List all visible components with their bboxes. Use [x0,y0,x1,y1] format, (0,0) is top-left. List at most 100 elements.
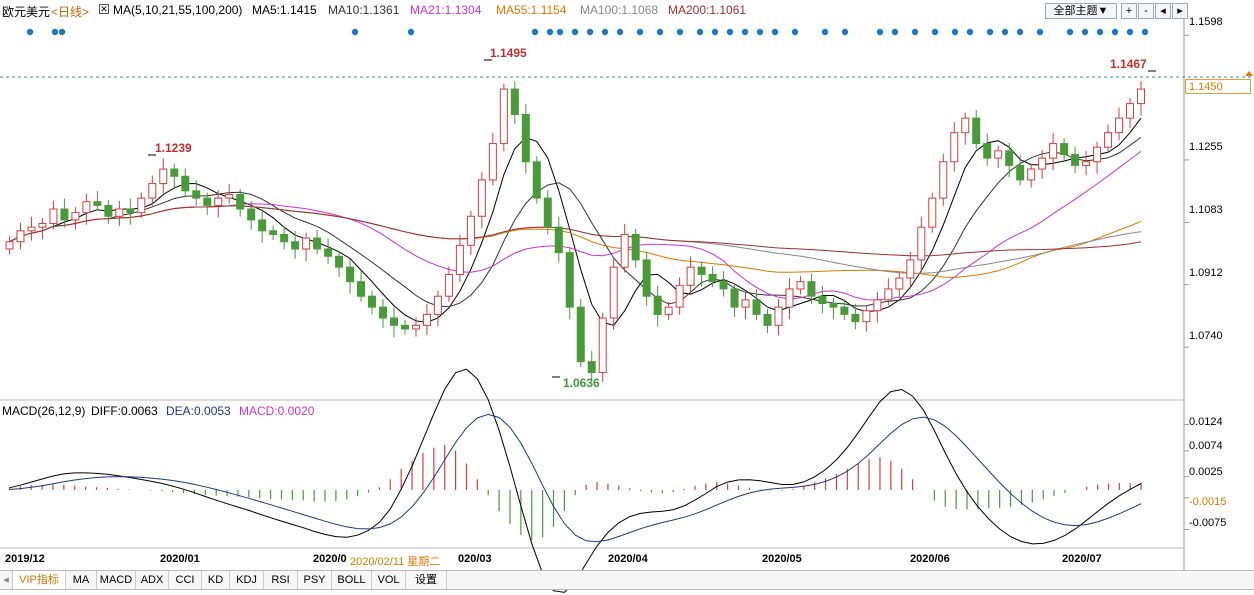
candle-body [895,277,904,290]
signal-dot [696,28,704,36]
tab-boll[interactable]: BOLL [332,571,372,589]
candle-body [444,273,453,297]
candle-body [620,233,629,268]
candle-body [939,161,948,199]
candle-body [972,117,981,145]
candle-body [137,197,146,214]
candle-body [192,190,201,199]
signal-dot [756,28,764,36]
candle-body [60,208,69,221]
zoom-in-icon[interactable]: + [1121,3,1137,19]
ma-toggle-icon[interactable]: ✕ [99,4,109,14]
ma-params: MA(5,10,21,55,100,200) [113,3,243,17]
signal-dot [821,28,829,36]
candle-body [411,324,420,330]
tab-adx[interactable]: ADX [136,571,169,589]
signal-dot [556,28,564,36]
ma21-value: MA21:1.1304 [410,3,482,17]
candle-body [719,281,728,290]
scroll-left-icon[interactable]: ◂ [1155,3,1171,19]
tab-rsi[interactable]: RSI [264,571,298,589]
candle-body [961,117,970,134]
theme-dropdown-button[interactable]: 全部主题▼ [1045,3,1117,19]
scroll-right-icon[interactable]: ▸ [1172,3,1188,19]
candle-body [664,306,673,315]
candle-body [807,281,816,297]
period-label[interactable]: <日线> [51,5,90,19]
candle-body [708,273,717,283]
signal-dot [1001,28,1009,36]
signal-dot [711,28,719,36]
macd-tick: -0.0015 [1189,496,1227,508]
candle-body [258,219,267,232]
tab-scroll-left-icon[interactable]: ◂ [0,571,13,589]
tab-vip[interactable]: VIP指标 [13,571,66,589]
candle-body [126,208,135,214]
candle-body [543,197,552,228]
signal-dot [1096,28,1104,36]
candle-body [225,193,234,199]
signal-dot [911,28,919,36]
tab-macd[interactable]: MACD [97,571,136,589]
ma21-line [9,150,1142,301]
candle-body [181,175,190,192]
signal-dot [891,28,899,36]
signal-dot [58,28,66,36]
tab-kd[interactable]: KD [202,571,230,589]
signal-dot [931,28,939,36]
candle-body [247,208,256,221]
candle-body [686,266,695,286]
tab-kdj[interactable]: KDJ [230,571,264,589]
tab-cci[interactable]: CCI [169,571,202,589]
price-tick: 1.0740 [1189,330,1223,342]
signal-dot [726,28,734,36]
macd-dea-line [9,413,1142,543]
candle-body [466,215,475,246]
zoom-out-icon[interactable]: - [1138,3,1154,19]
candle-body [477,179,486,217]
candle-body [928,197,937,228]
macd-tick: 0.0124 [1189,416,1223,428]
ma10-line [9,136,1142,308]
tab-ma[interactable]: MA [66,571,97,589]
candle-body [818,295,827,305]
candle-body [1082,161,1091,166]
annotation-high-jul: 1.1467 [1110,57,1147,71]
candle-body [796,281,805,290]
candle-body [400,324,409,330]
candle-body [1005,150,1014,166]
signal-dot [986,28,994,36]
candle-body [851,313,860,323]
ma55-value: MA55:1.1154 [496,3,567,17]
candle-body [884,288,893,301]
candle-body [346,266,355,283]
signal-dot [966,28,974,36]
candle-body [950,132,959,163]
ma100-value: MA100:1.1068 [580,3,659,17]
candle-body [422,313,431,326]
tab-psy[interactable]: PSY [298,571,332,589]
date-tick: 2019/12 [5,553,45,565]
signal-dot [51,28,59,36]
signal-dot [351,28,359,36]
candle-body [829,303,838,308]
candle-body [1027,168,1036,181]
signal-dot [656,28,664,36]
candle-body [280,233,289,243]
tab-vol[interactable]: VOL [372,571,406,589]
signal-dot [546,28,554,36]
signal-dot [571,28,579,36]
signal-dot [876,28,884,36]
candle-body [236,193,245,210]
signal-dot [1016,28,1024,36]
candle-body [488,143,497,181]
candle-body [763,313,772,326]
candle-body [1060,143,1069,155]
tab-settings[interactable]: 设置 [406,571,447,589]
signal-dot [1036,28,1044,36]
candle-body [576,306,585,363]
annotation-high-jan: 1.1239 [155,141,192,155]
candle-body [170,168,179,177]
candle-body [115,208,124,217]
